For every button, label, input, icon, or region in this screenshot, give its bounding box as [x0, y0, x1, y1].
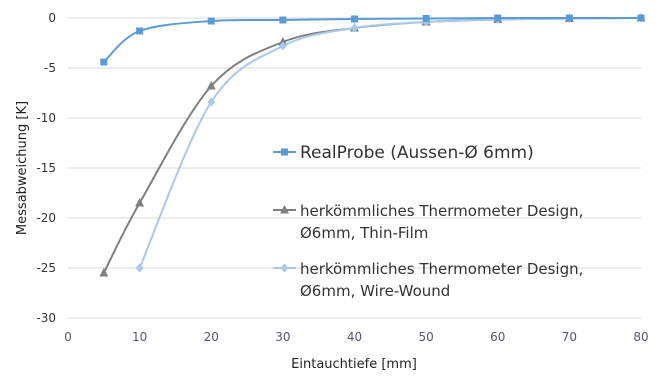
legend-label: herkömmliches Thermometer Design, [300, 260, 583, 278]
x-tick-label: 80 [633, 330, 648, 344]
x-tick-label: 50 [418, 330, 433, 344]
legend-marker [280, 263, 289, 273]
y-tick-label: -30 [36, 311, 56, 325]
y-tick-label: -20 [36, 211, 56, 225]
data-point [206, 81, 216, 90]
x-tick-label: 10 [132, 330, 147, 344]
x-tick-label: 40 [347, 330, 362, 344]
legend-marker [280, 205, 289, 214]
y-tick-label: -15 [36, 161, 56, 175]
series-1 [100, 14, 645, 66]
data-point [278, 41, 287, 51]
y-tick-label: -10 [36, 111, 56, 125]
x-tick-label: 30 [275, 330, 290, 344]
y-tick-label: -25 [36, 261, 56, 275]
axes: 0 -5 -10 -15 -20 -25 -30 0 10 20 30 40 50 60 70 80 [36, 11, 648, 344]
y-axis-title: Messabweichung [K] [15, 101, 30, 235]
series-lines [99, 13, 646, 277]
data-point [100, 58, 108, 66]
data-point [350, 23, 359, 33]
legend: RealProbe (Aussen-Ø 6mm) herkömmliches Th… [273, 143, 583, 300]
data-point [99, 268, 109, 277]
data-point [351, 15, 358, 23]
data-point [278, 37, 288, 46]
legend-label: Ø6mm, Thin-Film [300, 224, 428, 242]
data-point [494, 14, 502, 22]
x-axis-title: Eintauchtiefe [mm] [291, 357, 417, 372]
data-point [135, 198, 145, 207]
data-point [135, 263, 144, 273]
data-point [422, 15, 430, 22]
data-point [565, 14, 573, 22]
legend-label: herkömmliches Thermometer Design, [300, 202, 583, 220]
legend-label: Ø6mm, Wire-Wound [300, 282, 450, 300]
x-tick-label: 0 [64, 330, 72, 344]
gridlines [68, 17, 641, 319]
series-line [103, 16, 641, 63]
y-tick-label: 0 [48, 11, 56, 25]
data-point [279, 16, 287, 24]
data-point [207, 17, 215, 25]
y-tick-label: -5 [44, 61, 56, 75]
x-tick-label: 70 [562, 330, 577, 344]
data-point [207, 97, 216, 107]
legend-item: herkömmliches Thermometer Design, Ø6mm, W… [273, 260, 583, 300]
legend-item: herkömmliches Thermometer Design, Ø6mm, T… [273, 202, 583, 242]
legend-item: RealProbe (Aussen-Ø 6mm) [273, 143, 534, 163]
x-tick-label: 20 [204, 330, 219, 344]
legend-label: RealProbe (Aussen-Ø 6mm) [300, 143, 534, 163]
legend-marker [281, 148, 288, 156]
x-tick-label: 60 [490, 330, 505, 344]
data-point [637, 14, 645, 22]
data-point [136, 27, 144, 35]
